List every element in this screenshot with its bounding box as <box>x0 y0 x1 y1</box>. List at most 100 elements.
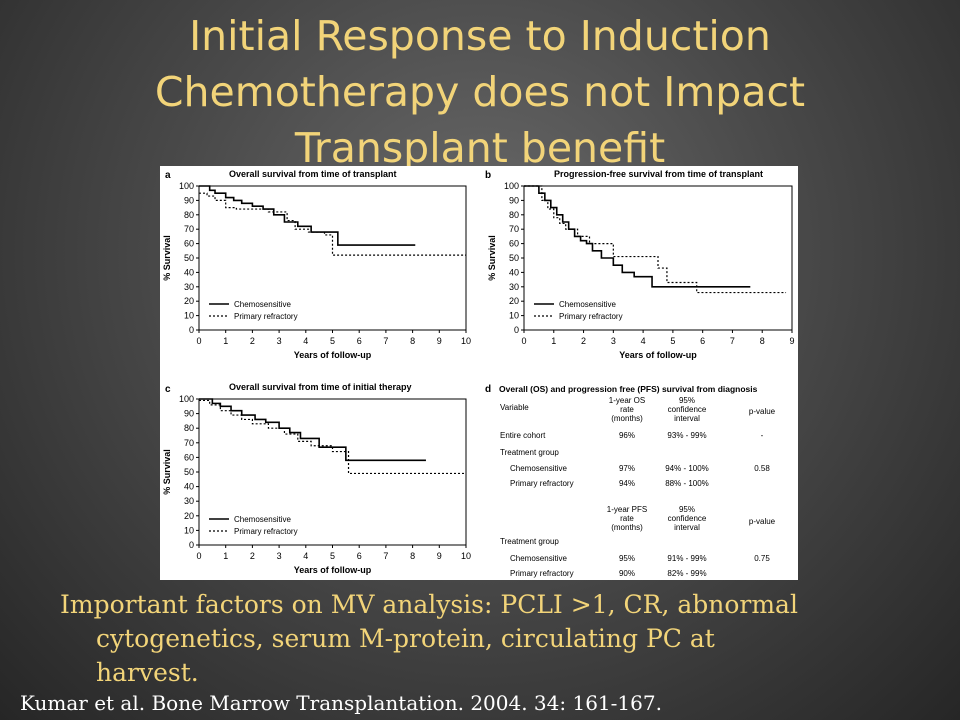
x-tick-label: 0 <box>196 551 201 561</box>
x-tick-label: 2 <box>581 336 586 346</box>
table-cell-ci: 91% - 99% <box>667 554 706 563</box>
x-tick-label: 10 <box>461 336 471 346</box>
table-cell-variable: Primary refractory <box>510 569 574 578</box>
table-cell-rate: 95% <box>619 554 635 563</box>
y-tick-label: 60 <box>509 239 519 249</box>
series-line-primary-refractory <box>524 185 787 294</box>
table-header: (months) <box>611 523 643 532</box>
table-cell-rate: 96% <box>619 431 635 440</box>
citation: Kumar et al. Bone Marrow Transplantation… <box>20 691 662 715</box>
table-header: Variable <box>500 403 529 412</box>
x-tick-label: 1 <box>551 336 556 346</box>
y-tick-label: 0 <box>189 325 194 335</box>
y-tick-label: 10 <box>184 311 194 321</box>
y-axis-label: % Survival <box>162 235 172 281</box>
y-tick-label: 0 <box>514 325 519 335</box>
survival-figure-svg: a Overall survival from time of transplan… <box>162 169 795 578</box>
title-line: Chemotherapy does not Impact <box>154 68 806 116</box>
x-tick-label: 4 <box>303 551 308 561</box>
y-tick-label: 70 <box>184 438 194 448</box>
y-tick-label: 20 <box>509 296 519 306</box>
table-cell-p: - <box>761 431 764 440</box>
x-tick-label: 7 <box>383 336 388 346</box>
table-header: 1-year PFS <box>607 505 647 514</box>
y-tick-label: 40 <box>184 482 194 492</box>
y-tick-label: 40 <box>184 267 194 277</box>
x-tick-label: 4 <box>641 336 646 346</box>
y-tick-label: 90 <box>184 409 194 419</box>
bullet-text: Important factors on MV analysis: PCLI >… <box>60 588 920 690</box>
table-header: p-value <box>749 407 776 416</box>
panel-label: b <box>485 170 491 181</box>
x-axis-label: Years of follow-up <box>294 350 372 360</box>
x-tick-label: 5 <box>670 336 675 346</box>
x-tick-label: 8 <box>410 336 415 346</box>
table-cell-rate: 97% <box>619 464 635 473</box>
x-tick-label: 2 <box>250 336 255 346</box>
series-line-primary-refractory <box>199 192 466 256</box>
y-tick-label: 90 <box>184 195 194 205</box>
x-tick-label: 6 <box>357 551 362 561</box>
legend-entry: Primary refractory <box>559 312 623 321</box>
x-tick-label: 9 <box>437 551 442 561</box>
panel-label: d <box>485 384 491 395</box>
bullet-line: Important factors on MV analysis: PCLI >… <box>60 590 798 619</box>
x-tick-label: 1 <box>223 336 228 346</box>
y-axis-label: % Survival <box>487 235 497 281</box>
table-cell-variable: Treatment group <box>500 537 559 546</box>
table-header: p-value <box>749 517 776 526</box>
x-axis-label: Years of follow-up <box>294 565 372 575</box>
x-tick-label: 0 <box>521 336 526 346</box>
chart-panel-d: d Overall (OS) and progression free (PFS)… <box>485 384 776 578</box>
table-header: confidence <box>668 514 707 523</box>
x-tick-label: 5 <box>330 336 335 346</box>
chart-title: Progression-free survival from time of t… <box>554 169 763 179</box>
y-tick-label: 30 <box>184 282 194 292</box>
x-tick-label: 7 <box>730 336 735 346</box>
chart-title: Overall survival from time of initial th… <box>229 382 412 392</box>
y-tick-label: 50 <box>184 467 194 477</box>
table-cell-ci: 94% - 100% <box>665 464 709 473</box>
table-cell-ci: 82% - 99% <box>667 569 706 578</box>
panel-label: a <box>165 170 171 181</box>
x-tick-label: 1 <box>223 551 228 561</box>
table-header: (months) <box>611 414 643 423</box>
x-tick-label: 10 <box>461 551 471 561</box>
table-header: interval <box>674 414 700 423</box>
table-cell-rate: 90% <box>619 569 635 578</box>
y-tick-label: 70 <box>184 224 194 234</box>
table-title: Overall (OS) and progression free (PFS) … <box>499 384 758 394</box>
table-cell-p: 0.58 <box>754 464 770 473</box>
title-line: Initial Response to Induction <box>189 12 771 60</box>
y-tick-label: 100 <box>504 181 519 191</box>
bullet-line: harvest. <box>96 658 199 687</box>
x-tick-label: 9 <box>437 336 442 346</box>
legend-entry: Chemosensitive <box>559 300 616 309</box>
x-tick-label: 3 <box>277 336 282 346</box>
table-header: rate <box>620 405 634 414</box>
y-tick-label: 30 <box>509 282 519 292</box>
y-tick-label: 80 <box>509 210 519 220</box>
table-cell-variable: Entire cohort <box>500 431 546 440</box>
x-tick-label: 6 <box>357 336 362 346</box>
y-tick-label: 70 <box>509 224 519 234</box>
y-tick-label: 20 <box>184 511 194 521</box>
legend-entry: Primary refractory <box>234 312 298 321</box>
chart-title: Overall survival from time of transplant <box>229 169 397 179</box>
y-tick-label: 100 <box>179 394 194 404</box>
table-header: 1-year OS <box>609 396 645 405</box>
y-axis-label: % Survival <box>162 449 172 495</box>
table-header: rate <box>620 514 634 523</box>
table-cell-variable: Treatment group <box>500 448 559 457</box>
table-cell-variable: Primary refractory <box>510 479 574 488</box>
survival-figure: a Overall survival from time of transplan… <box>160 166 798 580</box>
y-tick-label: 80 <box>184 210 194 220</box>
x-tick-label: 4 <box>303 336 308 346</box>
table-cell-variable: Chemosensitive <box>510 554 567 563</box>
x-tick-label: 9 <box>789 336 794 346</box>
table-cell-variable: Chemosensitive <box>510 464 567 473</box>
x-tick-label: 7 <box>383 551 388 561</box>
table-cell-p: 0.75 <box>754 554 770 563</box>
table-cell-rate: 94% <box>619 479 635 488</box>
y-tick-label: 20 <box>184 296 194 306</box>
